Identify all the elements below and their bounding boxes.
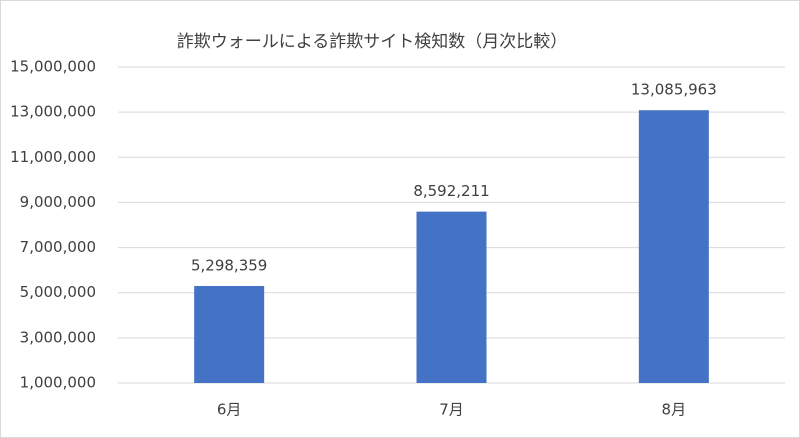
data-label: 5,298,359 <box>191 256 267 274</box>
data-label: 13,085,963 <box>631 81 717 99</box>
y-tick-label: 7,000,000 <box>20 238 96 256</box>
y-tick-label: 5,000,000 <box>20 283 96 301</box>
y-tick-label: 3,000,000 <box>20 328 96 346</box>
data-label: 8,592,211 <box>413 182 489 200</box>
bar <box>638 110 709 384</box>
x-tick-label: 7月 <box>439 401 464 419</box>
y-tick-label: 1,000,000 <box>20 374 96 392</box>
y-tick-label: 11,000,000 <box>10 148 96 166</box>
bar <box>416 211 487 383</box>
bar <box>194 285 265 383</box>
x-tick-label: 8月 <box>662 401 687 419</box>
y-tick-label: 15,000,000 <box>10 58 96 76</box>
y-tick-label: 13,000,000 <box>10 103 96 121</box>
y-tick-label: 9,000,000 <box>20 193 96 211</box>
chart-title: 詐欺ウォールによる詐欺サイト検知数（月次比較） <box>177 32 568 52</box>
x-tick-label: 6月 <box>217 401 242 419</box>
